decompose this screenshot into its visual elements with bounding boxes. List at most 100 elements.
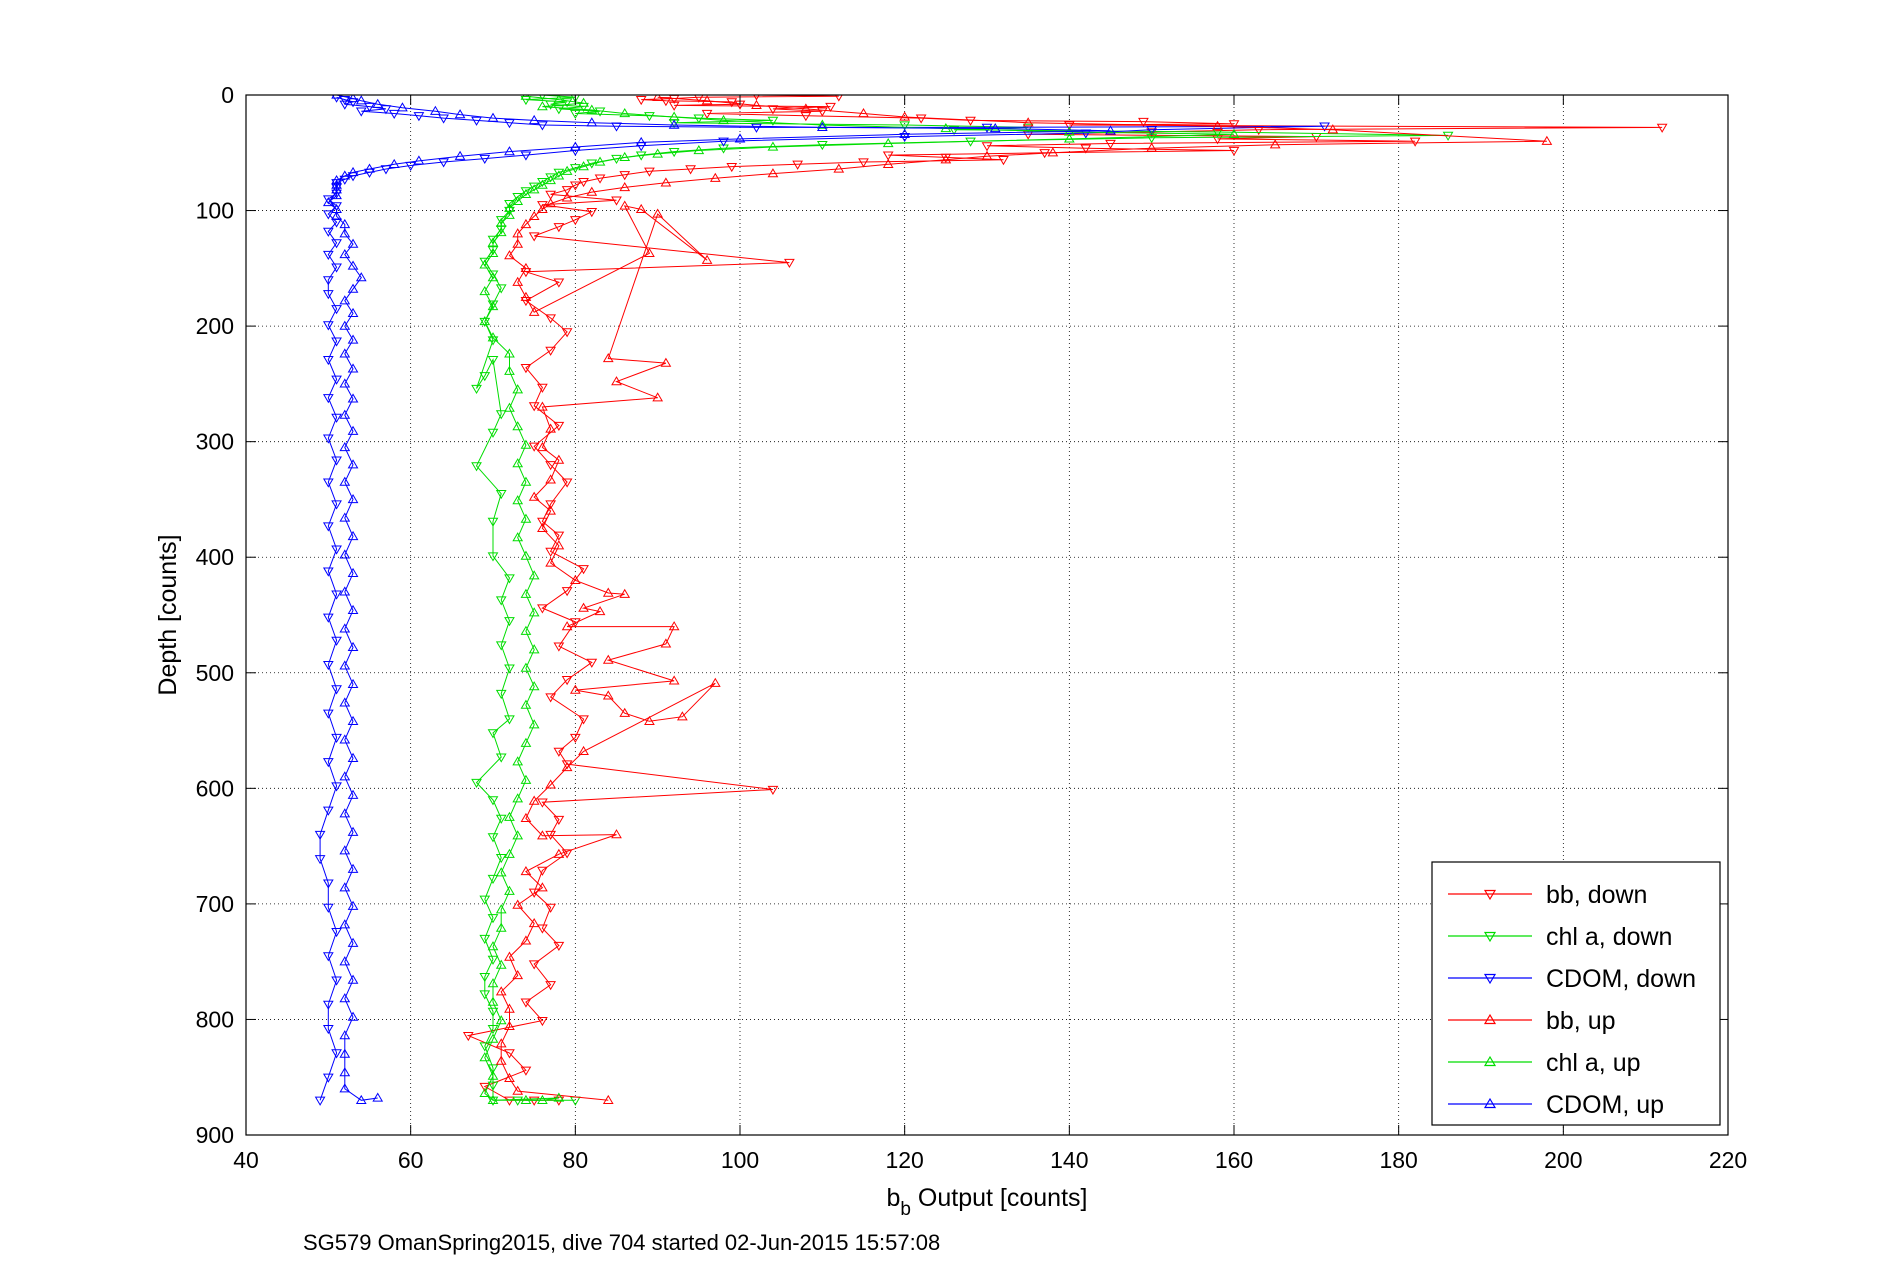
data-point — [545, 903, 557, 913]
data-point — [504, 951, 515, 961]
data-point — [331, 976, 342, 986]
data-point — [487, 955, 499, 965]
data-point — [479, 1052, 491, 1062]
data-point — [512, 899, 524, 909]
data-point — [512, 495, 524, 505]
x-tick-label: 40 — [233, 1147, 259, 1173]
data-point — [753, 95, 760, 101]
data-point — [528, 607, 540, 617]
data-point — [1080, 144, 1092, 154]
data-point — [512, 228, 524, 238]
data-point — [487, 1033, 499, 1043]
data-point — [635, 136, 647, 147]
y-tick-label: 0 — [221, 82, 234, 108]
data-point — [479, 895, 491, 905]
data-point — [429, 105, 441, 115]
data-point — [586, 208, 598, 218]
data-point — [726, 162, 738, 173]
caption: SG579 OmanSpring2015, dive 704 started 0… — [303, 1230, 940, 1255]
data-point — [545, 175, 557, 185]
data-point — [561, 328, 573, 338]
data-point — [561, 762, 573, 772]
data-point — [825, 102, 836, 113]
data-point — [322, 879, 334, 889]
data-point — [833, 163, 845, 173]
data-point — [545, 547, 557, 557]
data-point — [487, 112, 499, 122]
plot-data — [314, 95, 1668, 1106]
data-point — [495, 227, 507, 237]
data-point — [331, 202, 342, 212]
data-point — [1228, 146, 1240, 156]
series-cdom-up — [322, 95, 1116, 1104]
data-point — [339, 348, 351, 358]
data-point — [858, 158, 869, 168]
data-point — [495, 1055, 507, 1065]
data-point — [537, 441, 548, 452]
data-point — [619, 151, 631, 162]
data-point — [570, 95, 580, 103]
data-point — [644, 247, 655, 257]
data-point — [504, 1049, 515, 1059]
data-point — [512, 793, 524, 803]
data-point — [339, 623, 351, 633]
data-point — [504, 402, 515, 412]
data-point — [339, 882, 351, 892]
data-point — [487, 1070, 499, 1080]
data-point — [899, 128, 911, 138]
data-point — [347, 715, 359, 725]
series-line-cdom-down — [319, 96, 1325, 1101]
data-point — [347, 678, 359, 688]
data-point — [487, 272, 499, 282]
data-point — [1541, 135, 1553, 145]
data-point — [561, 186, 573, 196]
y-tick-label: 200 — [196, 313, 234, 339]
data-point — [553, 747, 565, 757]
data-point — [487, 1081, 499, 1091]
data-point — [347, 641, 359, 652]
data-point — [347, 166, 359, 177]
data-point — [545, 693, 557, 703]
data-point — [882, 151, 894, 161]
data-point — [339, 409, 351, 419]
data-point — [372, 98, 384, 108]
data-point — [520, 476, 532, 486]
data-point — [372, 1092, 384, 1102]
series-line-chl-a-down — [475, 95, 1449, 1101]
data-point — [339, 100, 351, 110]
data-point — [487, 1025, 499, 1035]
data-point — [553, 170, 565, 180]
data-point — [553, 941, 565, 951]
data-point — [569, 216, 581, 226]
data-point — [347, 752, 359, 762]
data-point — [611, 376, 622, 386]
data-point — [537, 401, 548, 411]
data-point — [528, 1096, 540, 1106]
data-point — [347, 260, 359, 270]
data-point — [537, 882, 548, 892]
data-point — [339, 808, 351, 818]
legend-box — [1431, 861, 1721, 1126]
data-point — [561, 478, 573, 488]
legend-label: bb, up — [1546, 1007, 1616, 1035]
data-point — [487, 941, 499, 951]
data-point — [339, 320, 351, 330]
data-point — [520, 1094, 532, 1104]
legend-label: CDOM, up — [1546, 1091, 1664, 1119]
data-point — [767, 116, 779, 126]
data-point — [471, 384, 482, 394]
data-point — [487, 355, 499, 366]
data-point — [520, 439, 532, 449]
data-point — [800, 103, 812, 113]
data-point — [512, 421, 524, 431]
data-point — [322, 227, 334, 237]
data-point — [479, 317, 491, 327]
data-point — [487, 996, 499, 1006]
data-point — [635, 95, 647, 106]
data-point — [479, 1042, 491, 1052]
legend-label: chl a, up — [1546, 1049, 1641, 1077]
data-point — [767, 785, 779, 795]
y-axis-label: Depth [counts] — [154, 534, 182, 695]
x-tick-label: 220 — [1709, 1147, 1747, 1173]
data-point — [528, 182, 540, 192]
